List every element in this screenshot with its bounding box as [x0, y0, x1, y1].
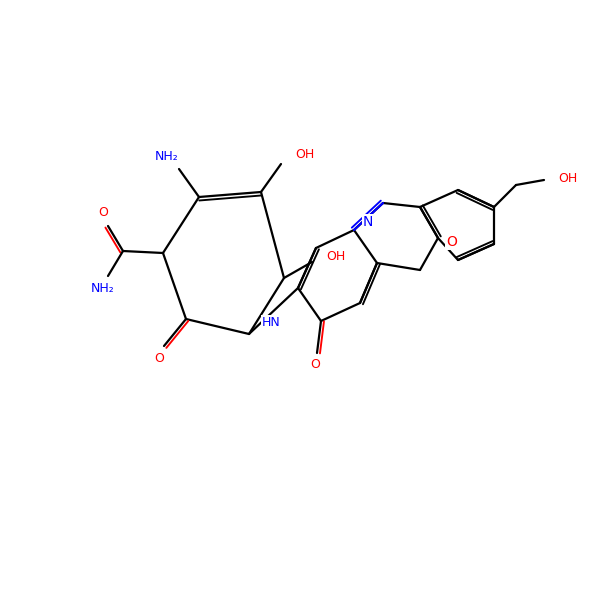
Text: OH: OH — [558, 172, 577, 185]
Text: NH₂: NH₂ — [91, 283, 115, 295]
Text: HN: HN — [262, 317, 281, 329]
Text: O: O — [310, 358, 320, 371]
Text: O: O — [98, 206, 108, 220]
Text: O: O — [446, 235, 457, 249]
Text: N: N — [363, 215, 373, 229]
Text: NH₂: NH₂ — [155, 151, 179, 163]
Text: OH: OH — [295, 148, 314, 160]
Text: OH: OH — [326, 250, 345, 263]
Text: O: O — [154, 352, 164, 364]
